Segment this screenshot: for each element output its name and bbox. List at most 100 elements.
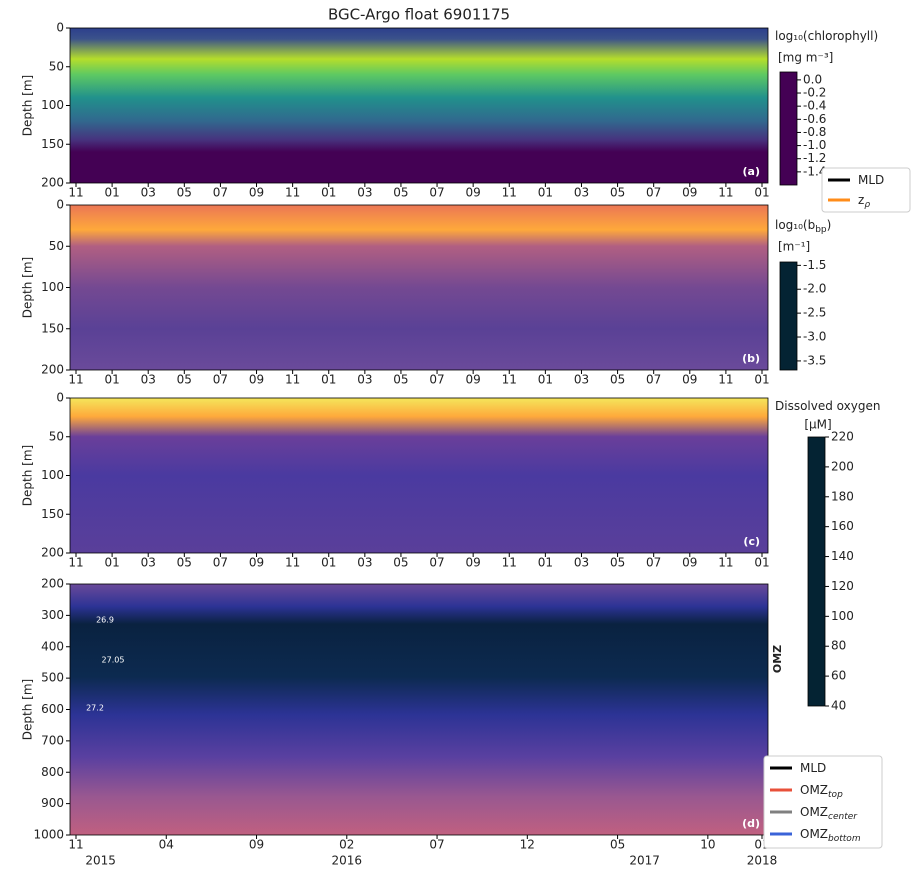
x-tick-label: 03 xyxy=(357,186,372,200)
y-tick-label: 100 xyxy=(41,468,64,482)
heatmap xyxy=(69,27,769,184)
colorbar-units: [m⁻¹] xyxy=(778,240,810,254)
x-tick-label: 01 xyxy=(538,373,553,387)
contour-label: 26.9 xyxy=(96,616,114,625)
y-tick-label: 700 xyxy=(41,733,64,747)
year-label: 2016 xyxy=(332,854,363,868)
colorbar-label-text: Dissolved oxygen xyxy=(775,399,880,413)
colorbar-label-subscript: bp xyxy=(815,225,827,235)
colorbar-label-end: ) xyxy=(827,218,832,232)
x-tick-label: 05 xyxy=(610,556,625,570)
colorbar-tick-label: -0.4 xyxy=(803,99,826,113)
x-tick-label: 09 xyxy=(682,556,697,570)
legend-text: OMZ xyxy=(800,827,828,841)
x-tick-label: 03 xyxy=(574,556,589,570)
colorbar-tick-label: 100 xyxy=(831,609,854,623)
y-tick-label: 200 xyxy=(41,363,64,377)
y-tick-label: 50 xyxy=(49,239,64,253)
x-tick-label: 09 xyxy=(249,186,264,200)
x-tick-label: 07 xyxy=(429,556,444,570)
x-tick-label: 12 xyxy=(520,838,535,852)
colorbar-tick-label: -3.5 xyxy=(803,353,826,367)
x-tick-label: 11 xyxy=(502,186,517,200)
y-axis-label: Depth [m] xyxy=(21,679,35,740)
x-tick-label: 07 xyxy=(429,838,444,852)
legend-label: OMZtop xyxy=(800,783,843,800)
x-tick-label: 03 xyxy=(574,186,589,200)
legend-label: MLD xyxy=(800,761,826,775)
colorbar-tick-label: 60 xyxy=(831,669,846,683)
x-tick-label: 03 xyxy=(141,186,156,200)
x-tick-label: 05 xyxy=(393,373,408,387)
x-tick-label: 07 xyxy=(646,186,661,200)
panel-label: (b) xyxy=(742,352,760,365)
colorbar-tick-label: 200 xyxy=(831,459,854,473)
x-tick-label: 05 xyxy=(393,186,408,200)
panel-label: (d) xyxy=(742,817,760,830)
y-tick-label: 200 xyxy=(41,546,64,560)
legend-box xyxy=(763,755,883,849)
x-tick-label: 11 xyxy=(718,556,733,570)
contour-label: 27.2 xyxy=(86,704,104,713)
colorbar-tick-label: 40 xyxy=(831,699,846,713)
y-tick-label: 800 xyxy=(41,765,64,779)
colorbar-tick-label: 120 xyxy=(831,579,854,593)
colorbar-tick-label: 80 xyxy=(831,639,846,653)
x-tick-label: 01 xyxy=(754,556,769,570)
x-tick-label: 01 xyxy=(321,373,336,387)
x-tick-label: 11 xyxy=(502,373,517,387)
y-axis-label: Depth [m] xyxy=(21,75,35,136)
colorbar-tick-label: 0.0 xyxy=(803,72,822,86)
colorbar-tick-label: -2.0 xyxy=(803,282,826,296)
panel-label: (c) xyxy=(743,535,760,548)
y-tick-label: 100 xyxy=(41,98,64,112)
y-tick-label: 900 xyxy=(41,796,64,810)
x-tick-label: 05 xyxy=(610,838,625,852)
colorbar-tick-label: -0.2 xyxy=(803,86,826,100)
x-tick-label: 02 xyxy=(339,838,354,852)
x-tick-label: 05 xyxy=(177,373,192,387)
x-tick-label: 09 xyxy=(249,556,264,570)
colorbar xyxy=(807,436,826,707)
y-tick-label: 600 xyxy=(41,702,64,716)
year-label: 2018 xyxy=(747,854,778,868)
x-tick-label: 03 xyxy=(357,556,372,570)
x-tick-label: 11 xyxy=(285,556,300,570)
x-tick-label: 03 xyxy=(141,556,156,570)
y-tick-label: 300 xyxy=(41,608,64,622)
x-tick-label: 11 xyxy=(285,186,300,200)
x-tick-label: 05 xyxy=(610,373,625,387)
x-tick-label: 05 xyxy=(610,186,625,200)
y-tick-label: 0 xyxy=(56,21,64,35)
panel-label: (a) xyxy=(743,165,760,178)
legend-label: MLD xyxy=(858,173,884,187)
y-tick-label: 0 xyxy=(56,391,64,405)
colorbar-tick-label: -1.4 xyxy=(803,164,826,178)
colorbar-units: [µM] xyxy=(804,418,831,432)
y-tick-label: 50 xyxy=(49,429,64,443)
x-tick-label: 01 xyxy=(754,186,769,200)
colorbar-tick-label: -0.6 xyxy=(803,112,826,126)
colorbar-tick-label: 220 xyxy=(831,430,854,444)
x-tick-label: 09 xyxy=(249,838,264,852)
colorbar xyxy=(779,261,798,371)
x-tick-label: 05 xyxy=(177,556,192,570)
legend-subscript: center xyxy=(828,812,858,822)
x-tick-label: 11 xyxy=(285,373,300,387)
x-tick-label: 11 xyxy=(718,373,733,387)
x-tick-label: 01 xyxy=(104,556,119,570)
x-tick-label: 01 xyxy=(104,186,119,200)
y-axis-label: Depth [m] xyxy=(21,257,35,318)
y-tick-label: 100 xyxy=(41,280,64,294)
x-tick-label: 01 xyxy=(104,373,119,387)
legend-subscript: bottom xyxy=(828,834,861,844)
legend-subscript: top xyxy=(828,790,843,800)
x-tick-label: 09 xyxy=(682,186,697,200)
colorbar-label: log₁₀(bbp) xyxy=(775,218,831,235)
y-axis-label: Depth [m] xyxy=(21,445,35,506)
y-tick-label: 400 xyxy=(41,639,64,653)
y-tick-label: 500 xyxy=(41,671,64,685)
x-tick-label: 04 xyxy=(159,838,174,852)
x-tick-label: 09 xyxy=(466,373,481,387)
heatmap xyxy=(69,204,769,371)
